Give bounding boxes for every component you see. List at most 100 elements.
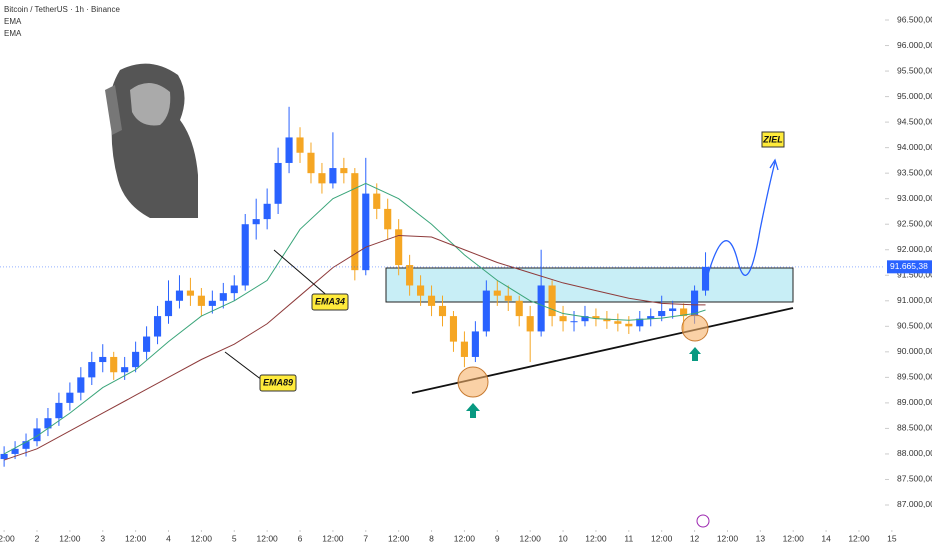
x-tick-label: 15 bbox=[887, 533, 897, 543]
candle-body bbox=[0, 453, 8, 460]
candle-body bbox=[701, 266, 710, 291]
candle-body bbox=[537, 285, 545, 332]
highlight-circle bbox=[457, 366, 489, 398]
candle-body bbox=[132, 351, 140, 368]
pointer-line bbox=[273, 249, 331, 299]
annotation-box bbox=[259, 374, 297, 392]
candle-body bbox=[99, 356, 107, 363]
candle-body bbox=[504, 295, 512, 301]
candle-body bbox=[77, 377, 85, 393]
candle-body bbox=[362, 193, 370, 271]
y-tick-label: 87.000,00 bbox=[897, 499, 932, 509]
x-tick-label: 12:00 bbox=[59, 533, 81, 543]
candle-body bbox=[482, 290, 490, 332]
candle-body bbox=[153, 316, 162, 337]
event-icon bbox=[696, 514, 710, 528]
y-tick-label: 88.500,00 bbox=[897, 423, 932, 433]
candle-body bbox=[197, 295, 205, 306]
candle-body bbox=[208, 300, 216, 306]
candle-body bbox=[691, 290, 699, 317]
y-tick-label: 96.000,00 bbox=[897, 40, 932, 50]
x-tick-label: 12:00 bbox=[717, 533, 739, 543]
last-price-label: 91.665,38 bbox=[890, 261, 928, 271]
legend-entry: EMA bbox=[4, 17, 22, 26]
x-tick-label: 2 bbox=[35, 533, 40, 543]
ema-line bbox=[3, 182, 706, 455]
x-tick-label: 4 bbox=[166, 533, 171, 543]
x-tick-label: 12:00 bbox=[848, 533, 870, 543]
y-tick-label: 91.500,00 bbox=[897, 270, 932, 280]
candle-body bbox=[351, 173, 359, 271]
candle-body bbox=[438, 305, 447, 317]
candle-body bbox=[592, 316, 600, 319]
annotation: ZIEL bbox=[762, 134, 783, 144]
candle-body bbox=[88, 362, 96, 378]
candle-body bbox=[647, 316, 655, 319]
candle-body bbox=[460, 341, 468, 357]
y-tick-label: 89.500,00 bbox=[897, 372, 932, 382]
candle-body bbox=[22, 441, 30, 449]
y-tick-label: 94.000,00 bbox=[897, 142, 932, 152]
candle-body bbox=[44, 418, 52, 429]
candle-body bbox=[274, 162, 282, 204]
x-tick-label: 12:00 bbox=[125, 533, 147, 543]
y-tick-label: 90.500,00 bbox=[897, 321, 932, 331]
y-tick-label: 96.500,00 bbox=[897, 14, 932, 24]
annotation-box bbox=[311, 293, 349, 311]
x-tick-label: 12:00 bbox=[783, 533, 805, 543]
chart-title: Bitcoin / TetherUS · 1h · Binance bbox=[4, 5, 120, 14]
candle-body bbox=[66, 392, 74, 403]
y-tick-label: 92.000,00 bbox=[897, 244, 932, 254]
candle-body bbox=[373, 193, 381, 209]
candle-body bbox=[340, 168, 348, 174]
candle-body bbox=[471, 331, 479, 357]
candle-body bbox=[395, 229, 403, 266]
x-tick-label: 10 bbox=[558, 533, 568, 543]
zone bbox=[385, 267, 794, 303]
pointer-line bbox=[224, 351, 263, 381]
candle-body bbox=[493, 290, 501, 296]
x-tick-label: 9 bbox=[495, 533, 500, 543]
annotation: EMA34 bbox=[315, 296, 345, 306]
candle-body bbox=[570, 321, 578, 323]
x-tick-label: 13 bbox=[756, 533, 766, 543]
candle-body bbox=[55, 402, 63, 419]
candle-body bbox=[548, 285, 556, 317]
einstein-figure bbox=[105, 63, 198, 218]
x-tick-label: 12:00 bbox=[388, 533, 410, 543]
candle-body bbox=[526, 316, 534, 332]
candle-body bbox=[406, 265, 414, 286]
y-tick-label: 95.500,00 bbox=[897, 65, 932, 75]
candle-body bbox=[252, 219, 260, 225]
y-tick-label: 93.500,00 bbox=[897, 167, 932, 177]
up-arrow bbox=[466, 403, 480, 418]
candle-body bbox=[559, 316, 567, 322]
candle-body bbox=[11, 448, 19, 454]
x-tick-label: 7 bbox=[363, 533, 368, 543]
annotation: EMA89 bbox=[263, 377, 293, 387]
candle-body bbox=[417, 285, 425, 296]
annotation-box bbox=[761, 131, 785, 148]
y-tick-label: 94.500,00 bbox=[897, 116, 932, 126]
x-tick-label: 14 bbox=[821, 533, 831, 543]
ema-line bbox=[3, 234, 706, 461]
candle-body bbox=[427, 295, 436, 306]
legend-entry: EMA bbox=[4, 29, 22, 38]
candle-body bbox=[219, 293, 227, 301]
y-tick-label: 87.500,00 bbox=[897, 474, 932, 484]
y-tick-label: 88.000,00 bbox=[897, 448, 932, 458]
candle-body bbox=[515, 300, 523, 317]
up-arrow bbox=[689, 347, 701, 361]
highlight-circle bbox=[681, 314, 709, 342]
candle-body bbox=[307, 152, 315, 174]
plot bbox=[0, 106, 710, 467]
x-tick-label: 3 bbox=[100, 533, 105, 543]
candle-body bbox=[296, 137, 304, 153]
x-tick-label: 12:00 bbox=[191, 533, 213, 543]
candle-body bbox=[384, 208, 392, 230]
y-tick-label: 91.000,00 bbox=[897, 295, 932, 305]
candle-body bbox=[110, 356, 118, 373]
candle-body bbox=[241, 224, 249, 286]
candle-body bbox=[614, 321, 622, 324]
